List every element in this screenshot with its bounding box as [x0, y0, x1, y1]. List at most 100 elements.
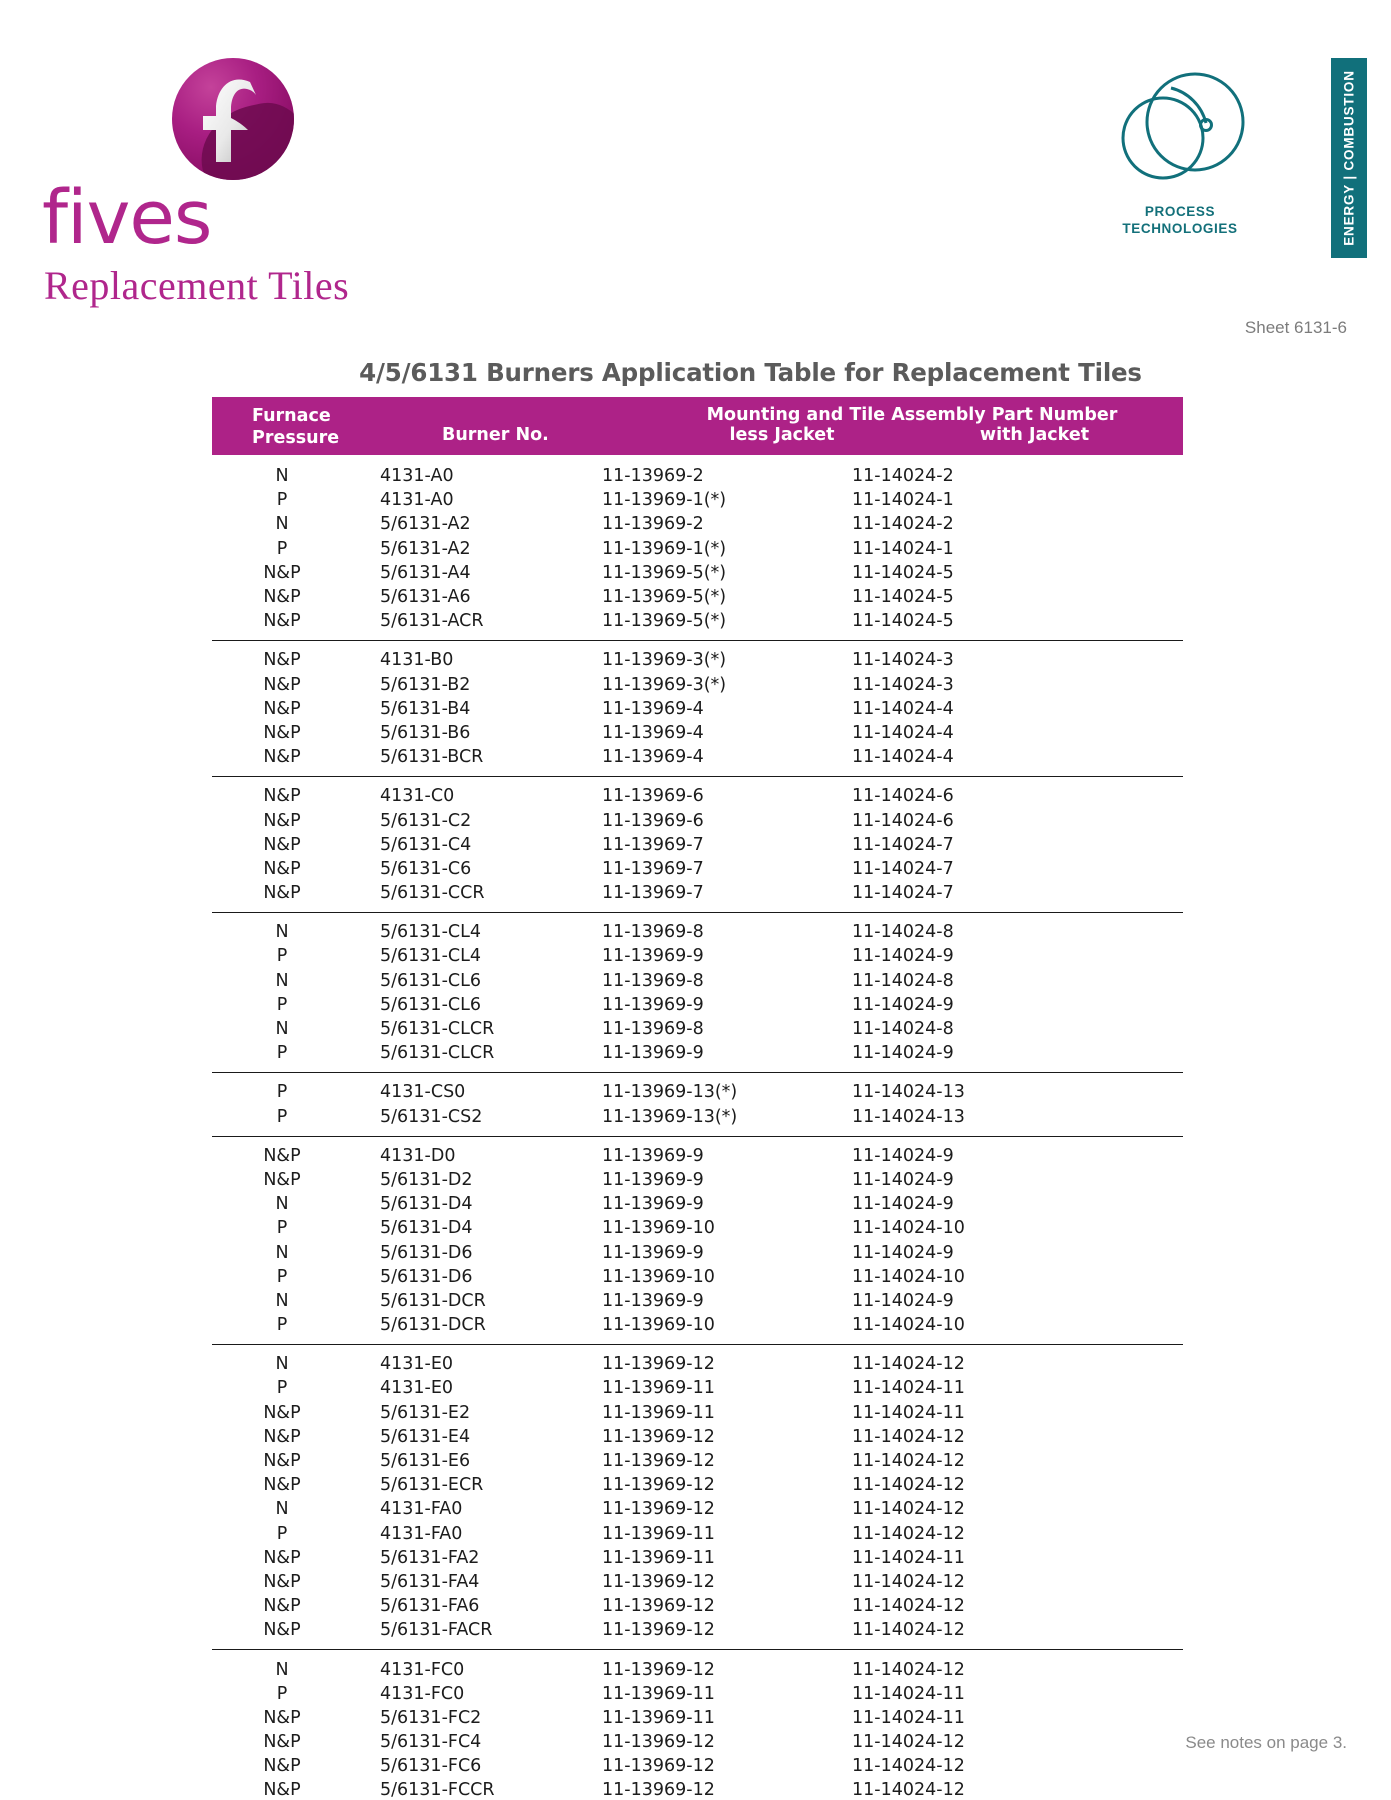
furnace-pressure-cell: N&P: [263, 1145, 301, 1166]
furnace-pressure-cell: P: [276, 1218, 288, 1239]
furnace-pressure-cell: P: [276, 1315, 288, 1336]
with-jacket-cell: 11-14024-1: [852, 490, 954, 511]
with-jacket-cell: 11-14024-13: [852, 1106, 965, 1127]
burner-no-cell: 5/6131-FC6: [380, 1756, 482, 1777]
table-row: P 4131-FA0 11-13969-11 11-14024-12: [212, 1522, 1183, 1546]
less-jacket-cell: 11-13969-12: [602, 1756, 715, 1777]
table-row: P 5/6131-A2 11-13969-1(*) 11-14024-1: [212, 537, 1183, 561]
table-row: N&P 5/6131-C6 11-13969-7 11-14024-7: [212, 857, 1183, 881]
less-jacket-cell: 11-13969-5(*): [602, 562, 727, 583]
with-jacket-cell: 11-14024-7: [852, 834, 954, 855]
with-jacket-cell: 11-14024-11: [852, 1683, 965, 1704]
furnace-pressure-cell: N&P: [263, 1169, 301, 1190]
furnace-pressure-cell: N: [275, 1354, 289, 1375]
table-group: N 5/6131-CL4 11-13969-8 11-14024-8 P 5/6131-C…: [212, 912, 1183, 1072]
column-header-assembly-group: Mounting and Tile Assembly Part Number: [706, 405, 1118, 425]
burner-no-cell: 5/6131-DCR: [380, 1290, 486, 1311]
fives-orb-logo-icon: [172, 58, 294, 180]
furnace-pressure-cell: N&P: [263, 611, 301, 632]
with-jacket-cell: 11-14024-12: [852, 1499, 965, 1520]
table-row: N&P 5/6131-FC6 11-13969-12 11-14024-12: [212, 1754, 1183, 1778]
with-jacket-cell: 11-14024-12: [852, 1571, 965, 1592]
with-jacket-cell: 11-14024-9: [852, 1242, 954, 1263]
less-jacket-cell: 11-13969-1(*): [602, 538, 727, 559]
table-row: N&P 5/6131-BCR 11-13969-4 11-14024-4: [212, 745, 1183, 769]
furnace-pressure-line2: Pressure: [252, 428, 340, 449]
table-row: N&P 5/6131-FACR 11-13969-12 11-14024-12: [212, 1618, 1183, 1642]
table-row: P 4131-CS0 11-13969-13(*) 11-14024-13: [212, 1080, 1183, 1104]
column-header-furnace-pressure: Furnace Pressure: [252, 405, 339, 450]
table-row: N&P 5/6131-ECR 11-13969-12 11-14024-12: [212, 1473, 1183, 1497]
table-row: P 4131-A0 11-13969-1(*) 11-14024-1: [212, 488, 1183, 512]
with-jacket-cell: 11-14024-12: [852, 1780, 965, 1800]
burner-no-cell: 5/6131-A4: [380, 562, 471, 583]
process-technologies-logo: PROCESS TECHNOLOGIES: [1105, 60, 1255, 238]
with-jacket-cell: 11-14024-10: [852, 1315, 965, 1336]
less-jacket-cell: 11-13969-8: [602, 922, 704, 943]
with-jacket-cell: 11-14024-3: [852, 674, 954, 695]
less-jacket-cell: 11-13969-12: [602, 1732, 715, 1753]
burner-no-cell: 4131-E0: [380, 1354, 454, 1375]
with-jacket-cell: 11-14024-2: [852, 466, 954, 487]
table-row: N 5/6131-A2 11-13969-2 11-14024-2: [212, 512, 1183, 536]
furnace-pressure-cell: N&P: [263, 747, 301, 768]
furnace-pressure-cell: N&P: [263, 1402, 301, 1423]
less-jacket-cell: 11-13969-4: [602, 747, 704, 768]
less-jacket-cell: 11-13969-6: [602, 810, 704, 831]
less-jacket-cell: 11-13969-11: [602, 1683, 715, 1704]
less-jacket-cell: 11-13969-9: [602, 1194, 704, 1215]
burner-no-cell: 4131-C0: [380, 786, 455, 807]
table-row: N 4131-FA0 11-13969-12 11-14024-12: [212, 1497, 1183, 1521]
with-jacket-cell: 11-14024-7: [852, 883, 954, 904]
fives-f-glyph-icon: [203, 79, 256, 162]
furnace-pressure-cell: N: [275, 922, 289, 943]
with-jacket-cell: 11-14024-12: [852, 1732, 965, 1753]
table-row: P 5/6131-D4 11-13969-10 11-14024-10: [212, 1216, 1183, 1240]
furnace-pressure-cell: N&P: [263, 1426, 301, 1447]
with-jacket-cell: 11-14024-9: [852, 1145, 954, 1166]
table-group: N&P 4131-B0 11-13969-3(*) 11-14024-3 N&P 5/61…: [212, 640, 1183, 776]
furnace-pressure-cell: N&P: [263, 1571, 301, 1592]
table-group: N 4131-A0 11-13969-2 11-14024-2 P 4131-A0 11-1…: [212, 455, 1183, 640]
burner-no-cell: 5/6131-CS2: [380, 1106, 483, 1127]
table-row: N 5/6131-CL6 11-13969-8 11-14024-8: [212, 969, 1183, 993]
table-row: N 4131-FC0 11-13969-12 11-14024-12: [212, 1657, 1183, 1681]
less-jacket-cell: 11-13969-12: [602, 1475, 715, 1496]
with-jacket-cell: 11-14024-5: [852, 611, 954, 632]
furnace-pressure-cell: N: [275, 1499, 289, 1520]
table-row: N 5/6131-CL4 11-13969-8 11-14024-8: [212, 920, 1183, 944]
with-jacket-cell: 11-14024-9: [852, 1194, 954, 1215]
table-group: N&P 4131-C0 11-13969-6 11-14024-6 N&P 5/6131-…: [212, 776, 1183, 912]
with-jacket-cell: 11-14024-12: [852, 1756, 965, 1777]
burner-no-cell: 4131-CS0: [380, 1082, 466, 1103]
with-jacket-cell: 11-14024-9: [852, 1290, 954, 1311]
burner-no-cell: 5/6131-E6: [380, 1451, 471, 1472]
furnace-pressure-cell: N: [275, 970, 289, 991]
burner-no-cell: 5/6131-E2: [380, 1402, 471, 1423]
less-jacket-cell: 11-13969-4: [602, 722, 704, 743]
with-jacket-cell: 11-14024-12: [852, 1659, 965, 1680]
less-jacket-cell: 11-13969-11: [602, 1547, 715, 1568]
table-row: P 5/6131-DCR 11-13969-10 11-14024-10: [212, 1313, 1183, 1337]
table-row: N&P 5/6131-A4 11-13969-5(*) 11-14024-5: [212, 561, 1183, 585]
with-jacket-cell: 11-14024-4: [852, 722, 954, 743]
table-row: P 5/6131-CLCR 11-13969-9 11-14024-9: [212, 1041, 1183, 1065]
with-jacket-cell: 11-14024-10: [852, 1266, 965, 1287]
burner-no-cell: 4131-E0: [380, 1378, 454, 1399]
with-jacket-cell: 11-14024-12: [852, 1523, 965, 1544]
burner-no-cell: 4131-A0: [380, 490, 454, 511]
table-row: N&P 5/6131-FA4 11-13969-12 11-14024-12: [212, 1570, 1183, 1594]
less-jacket-cell: 11-13969-12: [602, 1426, 715, 1447]
burner-no-cell: 5/6131-FC2: [380, 1707, 482, 1728]
furnace-pressure-cell: P: [276, 1266, 288, 1287]
burner-no-cell: 5/6131-D4: [380, 1194, 473, 1215]
with-jacket-cell: 11-14024-13: [852, 1082, 965, 1103]
less-jacket-cell: 11-13969-9: [602, 1043, 704, 1064]
table-row: N 5/6131-D6 11-13969-9 11-14024-9: [212, 1240, 1183, 1264]
with-jacket-cell: 11-14024-9: [852, 1043, 954, 1064]
with-jacket-cell: 11-14024-8: [852, 1019, 954, 1040]
with-jacket-cell: 11-14024-8: [852, 970, 954, 991]
furnace-pressure-cell: N: [275, 1290, 289, 1311]
less-jacket-cell: 11-13969-11: [602, 1402, 715, 1423]
sheet-number: Sheet 6131-6: [1244, 318, 1347, 337]
